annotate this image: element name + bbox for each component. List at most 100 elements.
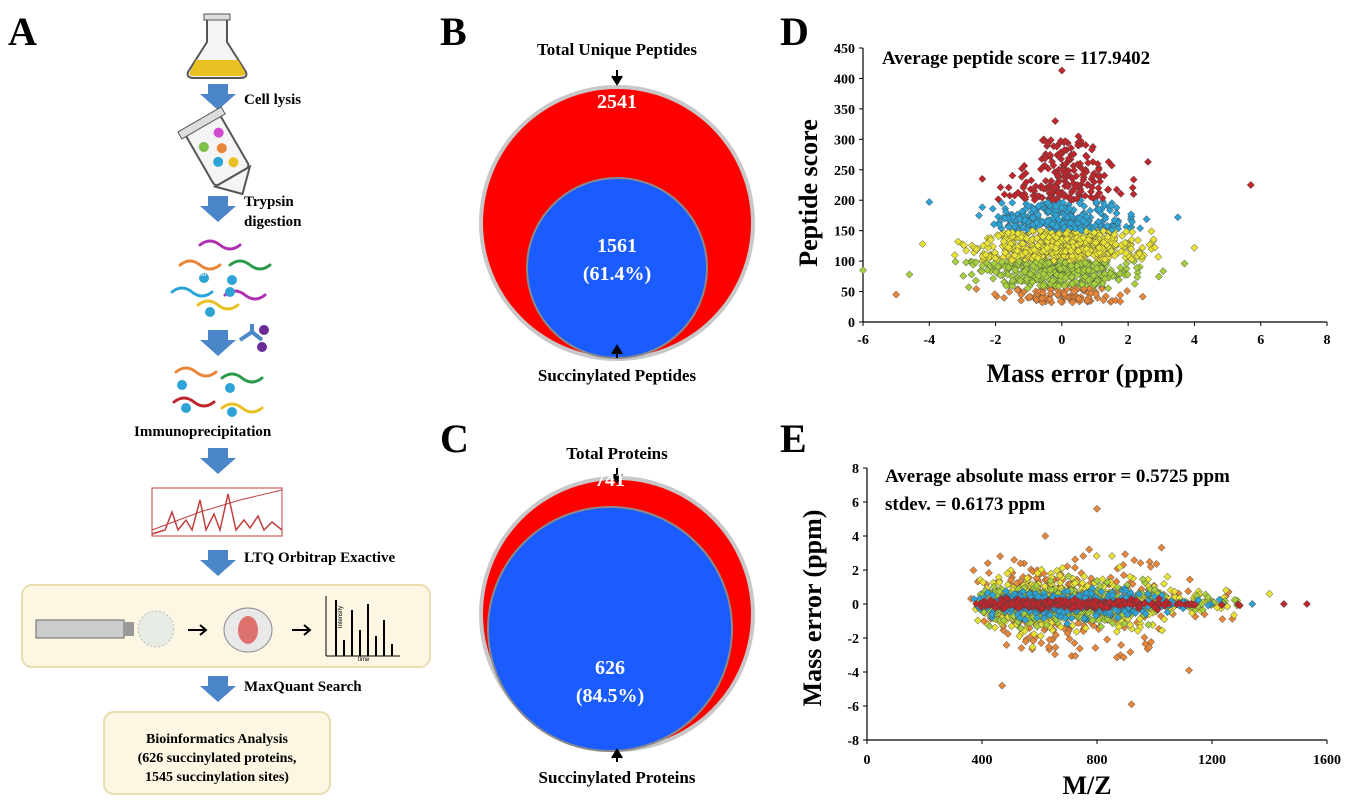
data-point [1078, 280, 1086, 289]
data-point [972, 285, 981, 293]
venn-peptides-inner-value: 1561 [597, 235, 637, 257]
data-point [1112, 209, 1121, 218]
data-point [951, 257, 960, 266]
data-point [1068, 252, 1077, 261]
data-point [1047, 585, 1056, 594]
data-point [1106, 269, 1115, 278]
down-arrow-icon [200, 84, 236, 110]
data-point [975, 211, 983, 220]
data-point [950, 251, 959, 259]
data-point [1071, 563, 1079, 572]
data-point [993, 262, 1002, 271]
data-point [1099, 238, 1108, 247]
data-point [972, 258, 980, 267]
panel-letter-c: C [440, 416, 469, 461]
outlier-point [905, 270, 914, 279]
data-point [1063, 562, 1072, 571]
data-point [1038, 298, 1047, 307]
data-point [1119, 561, 1128, 569]
data-point [1135, 590, 1144, 599]
venn-peptides-top-caption: Total Unique Peptides [537, 40, 697, 59]
data-point [1053, 171, 1062, 180]
data-point [1133, 236, 1142, 245]
data-point [1060, 145, 1069, 154]
data-point [1110, 251, 1119, 260]
x-tick-label: 8 [1324, 333, 1331, 348]
data-point [1150, 603, 1159, 612]
data-point [1083, 296, 1092, 305]
data-point [990, 220, 998, 229]
y-tick-label: 450 [834, 42, 855, 57]
data-point [1130, 279, 1139, 288]
data-point [1184, 587, 1193, 596]
data-point [1230, 611, 1238, 620]
up-arrow-icon [611, 748, 623, 762]
outlier-point [1180, 259, 1189, 268]
data-point [960, 241, 968, 250]
data-point [1081, 258, 1090, 267]
y-tick-label: -6 [847, 700, 859, 715]
data-point [996, 552, 1005, 561]
data-point [1100, 171, 1109, 180]
data-point [1058, 564, 1067, 572]
data-point [1076, 159, 1085, 168]
arrow-right-icon [292, 624, 312, 636]
outlier-point [1185, 666, 1193, 675]
outlier-point [1190, 243, 1199, 252]
data-point [983, 559, 992, 568]
data-point [1076, 187, 1085, 196]
data-point [1079, 552, 1088, 560]
data-point [995, 578, 1004, 587]
data-point [986, 235, 995, 244]
data-point [1138, 292, 1147, 301]
y-tick-label: 250 [834, 164, 855, 179]
x-tick-label: -2 [990, 333, 1002, 348]
data-point [1045, 265, 1054, 274]
antibody-icon [238, 324, 269, 352]
data-point [1025, 292, 1034, 301]
data-point [988, 242, 997, 251]
data-point [1119, 653, 1128, 662]
data-point [1061, 273, 1070, 282]
y-tick-label: 200 [834, 194, 855, 209]
data-point [1116, 297, 1125, 306]
data-point [1065, 634, 1074, 643]
y-tick-label: 350 [834, 103, 855, 118]
data-point [1054, 189, 1063, 198]
data-point [1085, 545, 1094, 554]
data-point [1122, 227, 1131, 236]
data-point [1084, 276, 1093, 284]
x-tick-label: 800 [1087, 753, 1108, 768]
y-tick-label: 400 [834, 72, 855, 87]
data-point [1131, 609, 1140, 618]
data-point [1078, 170, 1087, 179]
bioinformatics-proteins: (626 succinylated proteins, [137, 751, 297, 766]
data-point [1122, 249, 1130, 258]
data-point [1120, 619, 1129, 628]
data-point [1092, 611, 1100, 620]
data-point [1127, 235, 1136, 244]
data-point [1022, 600, 1031, 609]
data-point [1042, 620, 1051, 629]
outlier-point [1302, 600, 1311, 608]
data-point [969, 566, 978, 575]
chromatogram-icon [151, 487, 283, 537]
outlier-point [1248, 600, 1257, 608]
data-point [1066, 219, 1075, 227]
data-point [1084, 266, 1093, 275]
data-point [1044, 642, 1053, 651]
data-point [1123, 610, 1132, 619]
data-point [1092, 238, 1100, 247]
data-point [1103, 635, 1112, 644]
data-point [1147, 227, 1156, 236]
data-point [1204, 593, 1213, 602]
data-point [1094, 184, 1103, 192]
data-point [1064, 572, 1073, 581]
data-point [1037, 639, 1046, 647]
y-tick-label: 2 [852, 564, 859, 579]
data-point [1121, 238, 1129, 247]
outlier-point [998, 681, 1007, 690]
data-point [959, 271, 968, 280]
data-point [1063, 213, 1072, 222]
x-axis-label: Mass error (ppm) [987, 359, 1184, 388]
